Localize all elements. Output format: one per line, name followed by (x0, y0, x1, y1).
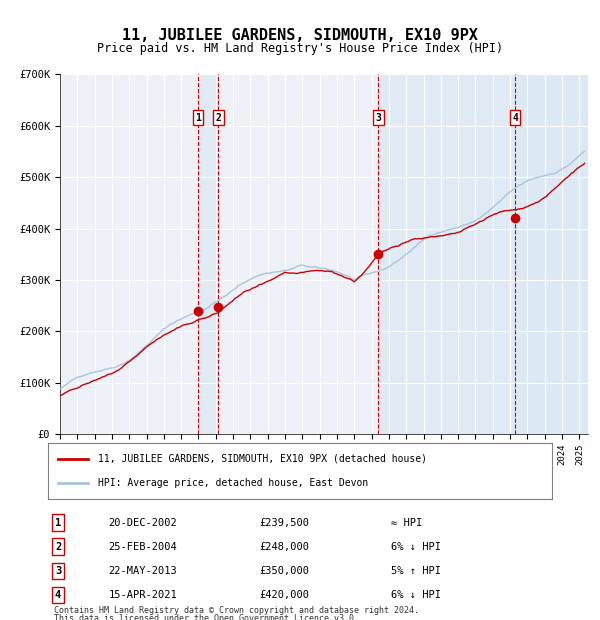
Text: 15-APR-2021: 15-APR-2021 (109, 590, 177, 600)
Text: 3: 3 (376, 113, 381, 123)
Text: 2: 2 (55, 542, 61, 552)
Bar (515, 74, 588, 434)
Text: HPI: Average price, detached house, East Devon: HPI: Average price, detached house, East… (98, 479, 368, 489)
Text: 1: 1 (195, 113, 201, 123)
Text: 25-FEB-2004: 25-FEB-2004 (109, 542, 177, 552)
Text: 20-DEC-2002: 20-DEC-2002 (109, 518, 177, 528)
Text: 22-MAY-2013: 22-MAY-2013 (109, 565, 177, 575)
Text: 11, JUBILEE GARDENS, SIDMOUTH, EX10 9PX: 11, JUBILEE GARDENS, SIDMOUTH, EX10 9PX (122, 28, 478, 43)
Text: £248,000: £248,000 (260, 542, 310, 552)
Text: 6% ↓ HPI: 6% ↓ HPI (391, 590, 441, 600)
Text: £350,000: £350,000 (260, 565, 310, 575)
Text: Contains HM Land Registry data © Crown copyright and database right 2024.: Contains HM Land Registry data © Crown c… (54, 606, 419, 616)
Text: 11, JUBILEE GARDENS, SIDMOUTH, EX10 9PX (detached house): 11, JUBILEE GARDENS, SIDMOUTH, EX10 9PX … (98, 454, 427, 464)
Bar (198, 74, 218, 434)
Text: 6% ↓ HPI: 6% ↓ HPI (391, 542, 441, 552)
Text: 5% ↑ HPI: 5% ↑ HPI (391, 565, 441, 575)
Bar (379, 74, 588, 434)
Text: 1: 1 (55, 518, 61, 528)
Text: ≈ HPI: ≈ HPI (391, 518, 422, 528)
Text: 4: 4 (512, 113, 518, 123)
Text: £420,000: £420,000 (260, 590, 310, 600)
Text: This data is licensed under the Open Government Licence v3.0.: This data is licensed under the Open Gov… (54, 614, 359, 620)
Text: 4: 4 (55, 590, 61, 600)
Text: 3: 3 (55, 565, 61, 575)
Text: 2: 2 (215, 113, 221, 123)
Text: Price paid vs. HM Land Registry's House Price Index (HPI): Price paid vs. HM Land Registry's House … (97, 42, 503, 55)
Text: £239,500: £239,500 (260, 518, 310, 528)
